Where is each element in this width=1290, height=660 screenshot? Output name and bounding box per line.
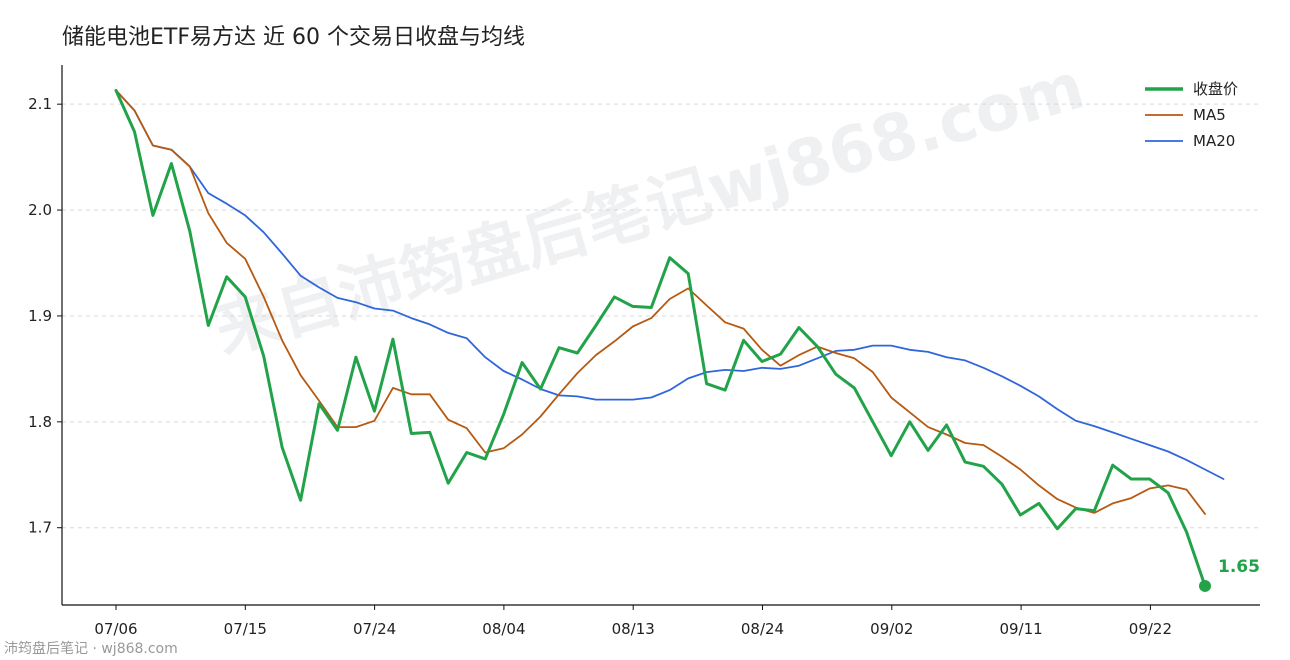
x-tick-label: 09/02 — [870, 620, 913, 638]
last-value-marker: 1.65 — [1199, 557, 1260, 592]
x-tick-label: 09/22 — [1129, 620, 1172, 638]
last-value-label: 1.65 — [1218, 557, 1260, 577]
last-value-point — [1199, 579, 1211, 592]
watermark: 来自沛筠盘后笔记wj868.com — [207, 49, 1092, 368]
y-tick-label: 1.8 — [28, 413, 52, 431]
x-tick-label: 07/06 — [94, 620, 137, 638]
x-tick-label: 08/13 — [612, 620, 655, 638]
ma5-line — [115, 89, 1206, 515]
x-tick-label: 07/24 — [353, 620, 396, 638]
watermark-text: 来自沛筠盘后笔记wj868.com — [207, 49, 1092, 368]
legend-label: MA20 — [1193, 132, 1235, 150]
x-ticks: 07/06 07/15 07/24 08/04 08/13 08/24 09/02 09/11… — [94, 605, 1172, 638]
y-tick-label: 2.1 — [28, 95, 52, 113]
x-tick-label: 08/04 — [482, 620, 525, 638]
ma20-line — [115, 89, 1225, 480]
x-tick-label: 07/15 — [224, 620, 267, 638]
y-tick-label: 1.9 — [28, 307, 52, 325]
legend-label: 收盘价 — [1193, 80, 1238, 98]
legend: 收盘价 MA5 MA20 — [1145, 80, 1238, 150]
chart-title: 储能电池ETF易方达 近 60 个交易日收盘与均线 — [62, 25, 525, 50]
y-tick-label: 2.0 — [28, 201, 52, 219]
series-layer — [114, 88, 1225, 588]
y-tick-label: 1.7 — [28, 519, 52, 537]
close-price-line — [114, 88, 1207, 588]
x-tick-label: 09/11 — [999, 620, 1042, 638]
axes — [61, 65, 1260, 606]
legend-label: MA5 — [1193, 106, 1226, 124]
x-tick-label: 08/24 — [741, 620, 784, 638]
footer-text: 沛筠盘后笔记 · wj868.com — [4, 640, 178, 657]
y-ticks: 1.7 1.8 1.9 2.0 2.1 — [28, 95, 62, 537]
